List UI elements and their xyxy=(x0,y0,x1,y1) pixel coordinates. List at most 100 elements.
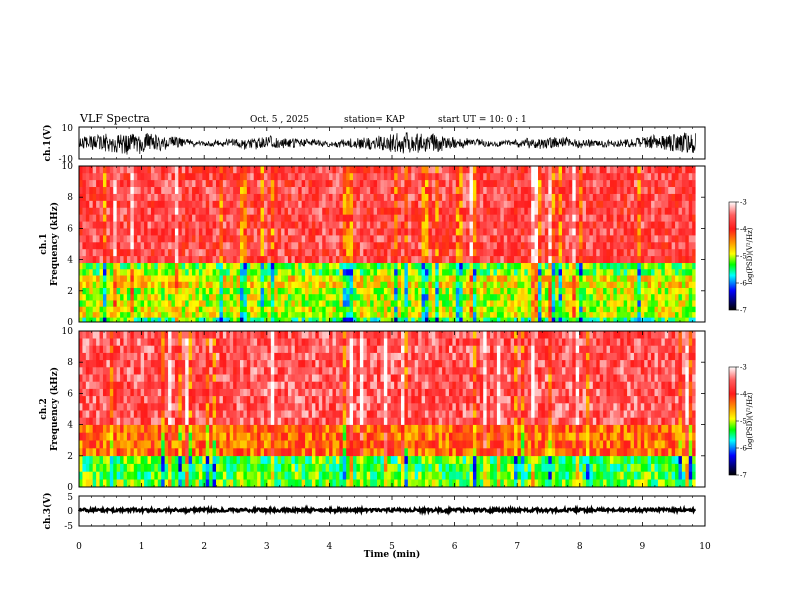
spectrogram-cell xyxy=(520,186,525,194)
spectrogram-cell xyxy=(592,281,597,288)
spectrogram-cell xyxy=(531,287,535,295)
spectrogram-cell xyxy=(445,317,450,323)
spectrogram-cell xyxy=(541,300,546,307)
spectrogram-cell xyxy=(414,281,419,288)
spectrogram-cell xyxy=(692,221,696,229)
spectrogram-cell xyxy=(592,293,597,301)
spectrogram-cell xyxy=(270,255,275,264)
spectrogram-cell xyxy=(130,172,135,181)
spectrogram-cell xyxy=(664,255,669,264)
spectrogram-cell xyxy=(116,359,121,368)
spectrogram-cell xyxy=(531,281,535,288)
spectrogram-cell xyxy=(99,410,104,418)
spectrogram-cell xyxy=(373,235,378,243)
spectrogram-cell xyxy=(205,255,210,264)
spectrogram-cell xyxy=(671,262,676,270)
spectrogram-cell xyxy=(291,317,296,323)
spectrogram-cell xyxy=(685,317,690,323)
spectrogram-cell xyxy=(130,331,135,339)
spectrogram-cell xyxy=(216,281,220,288)
spectrogram-cell xyxy=(346,262,350,270)
spectrogram-cell xyxy=(363,193,368,201)
spectrogram-cell xyxy=(421,268,426,276)
spectrogram-cell xyxy=(298,300,302,307)
spectrogram-cell xyxy=(688,248,693,257)
spectrogram-cell xyxy=(171,214,176,222)
spectrogram-cell xyxy=(133,300,138,307)
spectrogram-cell xyxy=(161,317,165,323)
spectrogram-cell xyxy=(623,317,628,323)
spectrogram-cell xyxy=(243,214,248,222)
spectrogram-cell xyxy=(277,193,282,201)
spectrogram-cell xyxy=(240,306,244,313)
spectrogram-cell xyxy=(675,262,679,270)
spectrogram-cell xyxy=(538,241,542,250)
spectrogram-cell xyxy=(294,248,299,257)
spectrogram-cell xyxy=(606,166,611,174)
spectrogram-cell xyxy=(411,235,416,243)
spectrogram-cell xyxy=(287,262,292,270)
spectrogram-cell xyxy=(185,214,189,222)
spectrogram-cell xyxy=(599,166,604,174)
spectrogram-cell xyxy=(216,200,220,208)
spectrogram-cell xyxy=(222,268,227,276)
spectrogram-cell xyxy=(236,228,241,236)
spectrogram-cell xyxy=(315,255,320,264)
spectrogram-cell xyxy=(462,255,467,264)
spectrogram-cell xyxy=(89,262,94,270)
spectrogram-cell xyxy=(585,228,590,236)
spectrogram-cell xyxy=(503,207,508,215)
spectrogram-cell xyxy=(668,207,672,215)
spectrogram-cell xyxy=(236,193,241,201)
spectrogram-cell xyxy=(568,300,573,307)
spectrogram-cell xyxy=(298,255,302,264)
spectrogram-cell xyxy=(582,214,587,222)
spectrogram-cell xyxy=(356,262,361,270)
spectrogram-cell xyxy=(102,352,107,361)
spectrogram-cell xyxy=(421,241,426,250)
spectrogram-cell xyxy=(106,479,111,488)
spectrogram-cell xyxy=(144,306,148,313)
spectrogram-cell xyxy=(188,214,193,222)
spectrogram-cell xyxy=(644,317,648,323)
spectrogram-cell xyxy=(332,221,337,229)
spectrogram-cell xyxy=(154,255,159,264)
spectrogram-cell xyxy=(562,281,566,288)
spectrogram-cell xyxy=(562,262,566,270)
spectrogram-cell xyxy=(609,186,614,194)
spectrogram-cell xyxy=(435,293,439,301)
spectrogram-cell xyxy=(89,417,94,425)
spectrogram-cell xyxy=(455,186,460,194)
spectrogram-cell xyxy=(202,306,207,313)
spectrogram-cell xyxy=(332,255,337,264)
spectrogram-cell xyxy=(503,311,508,318)
spectrogram-cell xyxy=(675,166,679,174)
spectrogram-cell xyxy=(510,228,515,236)
spectrogram-cell xyxy=(527,248,532,257)
spectrogram-cell xyxy=(589,262,594,270)
spectrogram-cell xyxy=(202,300,207,307)
spectrogram-cell xyxy=(89,317,94,323)
spectrogram-cell xyxy=(308,172,313,181)
spectrogram-cell xyxy=(661,172,666,181)
spectrogram-cell xyxy=(144,331,148,339)
spectrogram-cell xyxy=(82,471,87,480)
spectrogram-cell xyxy=(397,193,402,201)
spectrogram-cell xyxy=(109,448,114,457)
spectrogram-cell xyxy=(126,287,131,295)
spectrogram-cell xyxy=(568,179,573,188)
spectrogram-cell xyxy=(322,241,326,250)
spectrogram-cell xyxy=(661,200,666,208)
spectrogram-cell xyxy=(675,214,679,222)
spectrogram-cell xyxy=(147,432,152,441)
spectrogram-cell xyxy=(414,214,419,222)
spectrogram-cell xyxy=(137,287,141,295)
spectrogram-cell xyxy=(407,255,412,264)
spectrogram-cell xyxy=(229,268,234,276)
spectrogram-cell xyxy=(168,403,172,411)
spectrogram-cell xyxy=(79,367,83,375)
spectrogram-cell xyxy=(212,248,217,257)
spectrogram-cell xyxy=(113,338,117,346)
spectrogram-cell xyxy=(99,331,104,339)
spectrogram-cell xyxy=(277,179,282,188)
